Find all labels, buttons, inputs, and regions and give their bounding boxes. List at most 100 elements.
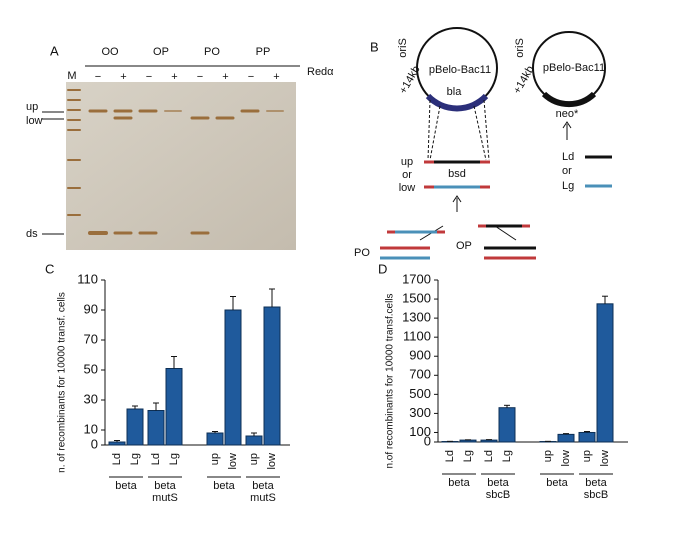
lane-label: PO [204, 46, 220, 58]
x-tick-label: Lg [129, 453, 141, 465]
group-label: beta [154, 480, 176, 492]
product-label: low [399, 182, 416, 194]
y-tick-label: 300 [409, 405, 431, 420]
bar [225, 310, 241, 445]
x-tick-label: low [266, 453, 278, 470]
substrate-label: PO [354, 247, 370, 259]
legend-label: Lg [562, 180, 574, 192]
x-tick-label: Lg [462, 450, 474, 462]
plasmid-label: pBelo-Bac11 [543, 62, 605, 74]
y-tick-label: 900 [409, 348, 431, 363]
y-tick-label: 0 [91, 436, 98, 451]
x-tick-label: up [542, 450, 554, 462]
legend-label: Ld [562, 151, 574, 163]
y-tick-label: 1500 [402, 290, 431, 305]
y-tick-label: 1700 [402, 271, 431, 286]
lane-label: OP [153, 46, 169, 58]
marker-label: bla [447, 86, 463, 98]
band-arrows [42, 112, 64, 234]
legend-label: or [562, 165, 572, 177]
x-tick-label: Lg [501, 450, 513, 462]
bar [109, 442, 125, 445]
band-label: ds [26, 228, 38, 240]
bar [481, 440, 497, 442]
lane-label: OO [101, 46, 119, 58]
lane-sign: − [248, 71, 254, 83]
group-label: beta [115, 480, 137, 492]
group-label: beta [252, 480, 274, 492]
y-tick-label: 10 [84, 421, 98, 436]
bsd-label: bsd [448, 168, 466, 180]
substrate-label: OP [456, 240, 472, 252]
marker-label: neo* [556, 108, 579, 120]
lane-sign: − [197, 71, 203, 83]
group-label: beta [448, 477, 470, 489]
lane-sign: + [273, 71, 279, 83]
x-tick-label: up [209, 453, 221, 465]
x-tick-label: Ld [150, 453, 162, 465]
lane-sign: − [146, 71, 152, 83]
bar [499, 408, 515, 442]
y-tick-label: 50 [84, 361, 98, 376]
group-label: beta [213, 480, 235, 492]
legend-lines [585, 157, 612, 186]
bar [207, 433, 223, 445]
bar [460, 440, 476, 442]
plasmid-label: pBelo-Bac11 [429, 64, 491, 76]
product-label: up [401, 156, 413, 168]
lane-label: PP [256, 46, 271, 58]
x-tick-label: Lg [168, 453, 180, 465]
group-label: mutS [152, 492, 178, 504]
lane-sign: + [222, 71, 228, 83]
panel-letter: B [370, 39, 379, 54]
ori-label: oriS [514, 38, 526, 58]
group-label: beta [487, 477, 509, 489]
x-tick-label: low [560, 450, 572, 467]
group-label: mutS [250, 492, 276, 504]
bar [264, 307, 280, 445]
y-tick-label: 100 [409, 424, 431, 439]
x-tick-label: Ld [483, 450, 495, 462]
bar [127, 409, 143, 445]
gel [66, 82, 296, 250]
y-tick-label: 70 [84, 331, 98, 346]
panel-letter: A [50, 43, 59, 58]
x-tick-label: low [227, 453, 239, 470]
y-tick-label: 500 [409, 386, 431, 401]
x-tick-label: up [248, 453, 260, 465]
band-label: up [26, 101, 38, 113]
bar [246, 436, 262, 445]
bar [558, 434, 574, 442]
neo-segment [544, 94, 594, 104]
y-tick-label: 90 [84, 301, 98, 316]
y-axis-title: n.of recombinants for 10000 transf.cells [385, 293, 396, 468]
bar [166, 369, 182, 446]
lane-sign: − [95, 71, 101, 83]
y-tick-label: 1100 [403, 329, 431, 344]
group-label: sbcB [486, 489, 510, 501]
y-tick-label: 700 [409, 367, 431, 382]
group-label: beta [546, 477, 568, 489]
y-axis-title: n. of recombinants for 10000 transf. cel… [57, 292, 68, 473]
panel-letter: D [378, 261, 387, 276]
x-tick-label: low [599, 450, 611, 467]
x-tick-label: up [581, 450, 593, 462]
x-tick-label: Ld [111, 453, 123, 465]
bar [597, 304, 613, 442]
band-label: low [26, 115, 43, 127]
y-tick-label: 1300 [402, 310, 431, 325]
lane-sign: + [120, 71, 126, 83]
bar [148, 411, 164, 446]
ori-label: oriS [397, 38, 409, 58]
enzyme-label: Redα [307, 66, 334, 78]
arrows [420, 122, 571, 240]
group-label: beta [585, 477, 607, 489]
group-label: sbcB [584, 489, 608, 501]
x-tick-label: Ld [444, 450, 456, 462]
marker-label: M [67, 70, 76, 82]
y-tick-label: 30 [84, 391, 98, 406]
panel-letter: C [45, 261, 54, 276]
lane-sign: + [171, 71, 177, 83]
y-tick-label: 110 [77, 271, 98, 286]
